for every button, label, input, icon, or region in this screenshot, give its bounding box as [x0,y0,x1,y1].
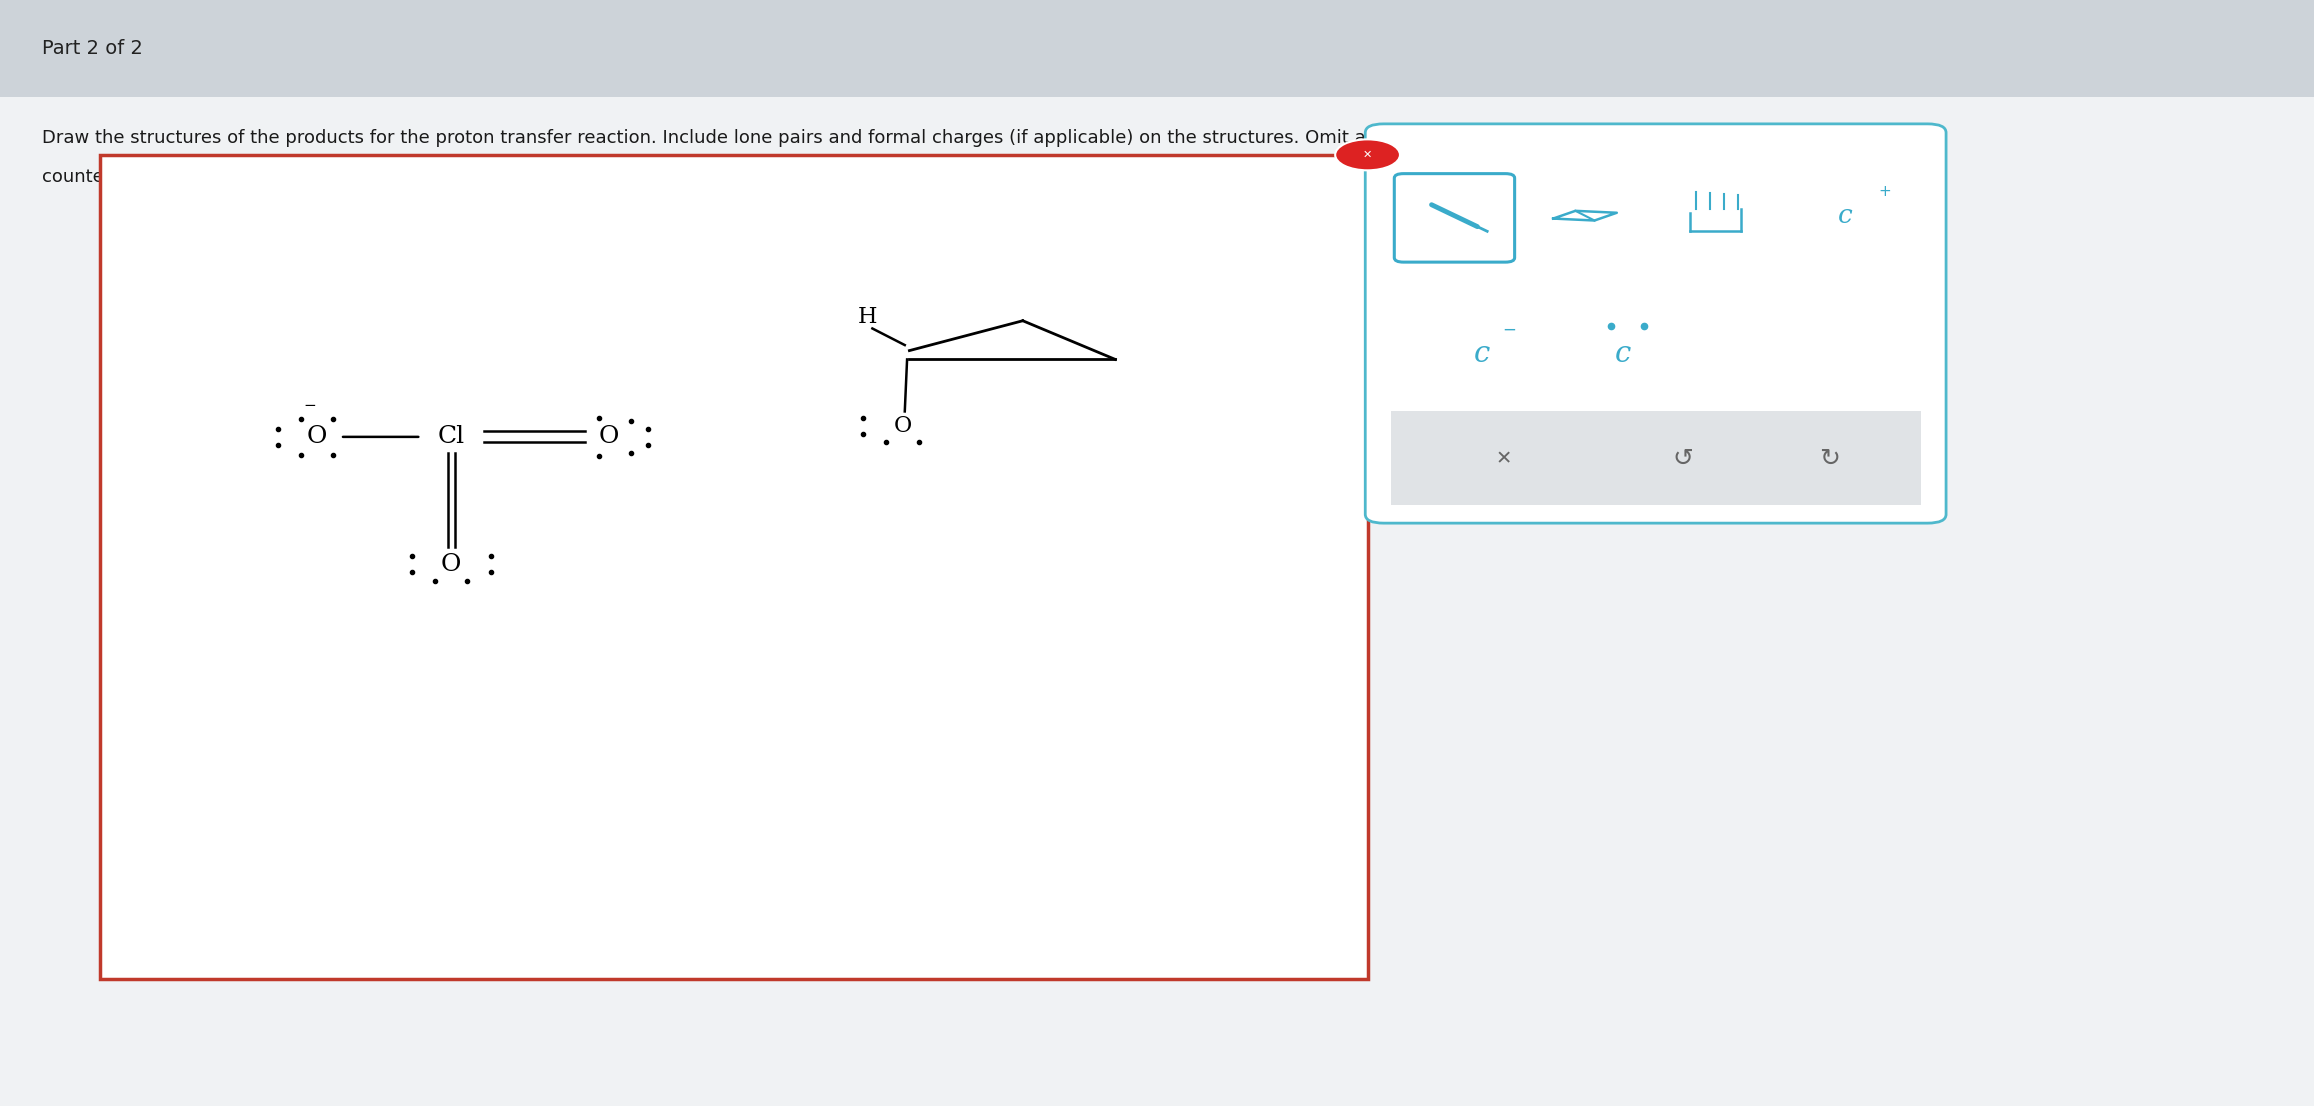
Text: O: O [308,426,326,448]
Text: Cl: Cl [437,426,465,448]
Text: H: H [858,306,877,328]
FancyBboxPatch shape [1395,174,1516,262]
Text: ↻: ↻ [1819,447,1840,470]
Text: Draw the structures of the products for the proton transfer reaction. Include lo: Draw the structures of the products for … [42,129,1388,147]
Text: Part 2 of 2: Part 2 of 2 [42,39,143,59]
Text: O: O [893,415,912,437]
Text: counter ions.: counter ions. [42,168,160,186]
Text: c: c [1837,204,1854,228]
Text: ✕: ✕ [1363,149,1372,160]
FancyBboxPatch shape [1365,124,1946,523]
Bar [100,155,1368,979]
Bar [0,0,2314,97]
Bar [1391,411,1921,505]
Text: O: O [599,426,618,448]
Text: c: c [1615,340,1631,368]
Text: c: c [1474,340,1490,368]
Text: O: O [442,553,460,575]
Text: +: + [1879,184,1891,199]
Text: −: − [1502,321,1516,338]
Text: ↺: ↺ [1673,447,1694,470]
Circle shape [1335,139,1400,170]
Text: −: − [303,398,317,414]
Text: ✕: ✕ [1495,449,1511,468]
